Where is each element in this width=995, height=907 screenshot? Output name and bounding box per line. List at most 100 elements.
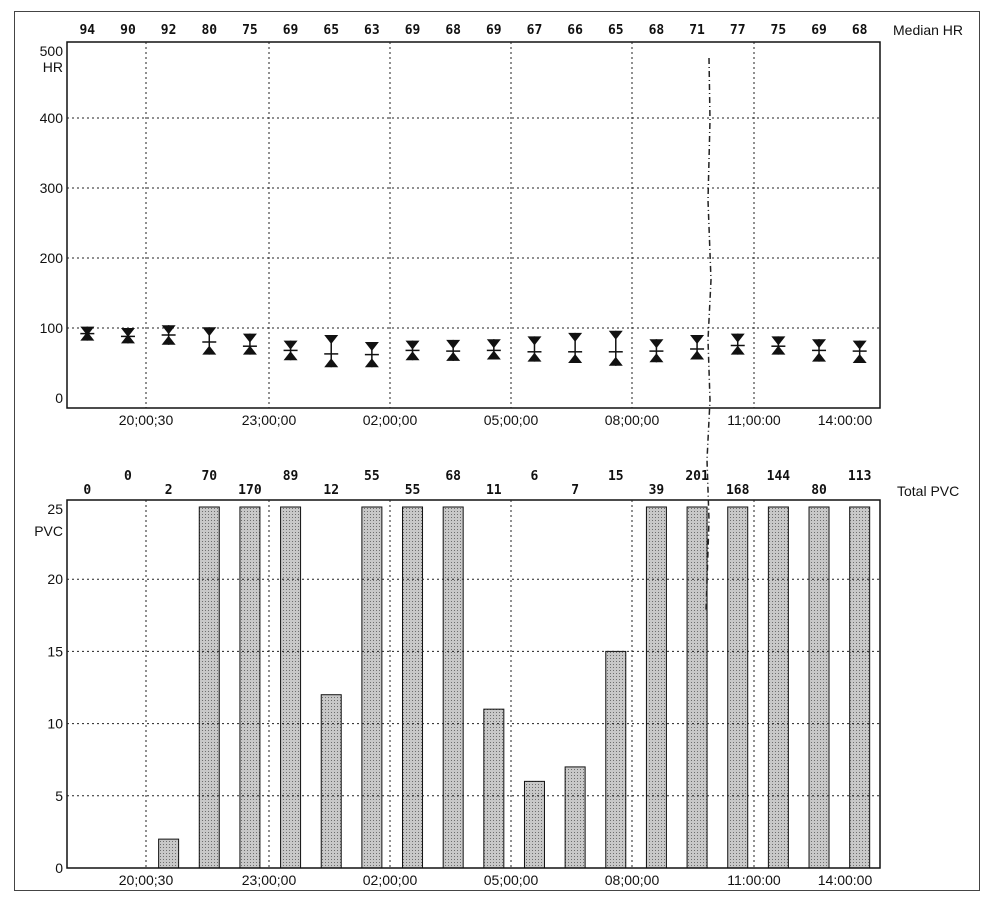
hr-top-value: 94 <box>79 23 95 38</box>
hr-high-marker <box>812 339 827 349</box>
pvc-ytick-label: 20 <box>47 571 63 587</box>
hr-top-value: 90 <box>120 23 136 38</box>
hr-low-marker <box>608 356 623 366</box>
hr-top-value: 75 <box>242 23 258 38</box>
hr-high-marker <box>852 340 867 350</box>
pvc-top-value: 55 <box>364 469 380 484</box>
pvc-xtick-label: 23;00;00 <box>242 872 297 888</box>
pvc-ytick-label: 10 <box>47 716 63 732</box>
hr-low-marker <box>202 345 217 355</box>
pvc-ytick-label: 5 <box>55 788 63 804</box>
pvc-xtick-label: 20;00;30 <box>119 872 174 888</box>
hr-high-marker <box>649 339 664 349</box>
hr-high-marker <box>202 327 217 337</box>
hr-ytick-label: 200 <box>40 250 64 266</box>
hr-xtick-label: 14:00:00 <box>818 412 873 428</box>
hr-top-value: 77 <box>730 23 746 38</box>
pvc-bar <box>849 506 871 869</box>
pvc-top-value: 68 <box>445 469 461 484</box>
hr-high-marker <box>161 325 176 335</box>
hr-top-value: 65 <box>608 23 624 38</box>
pvc-xtick-label: 14:00:00 <box>818 872 873 888</box>
hr-top-value: 71 <box>689 23 705 38</box>
hr-high-marker <box>324 335 339 344</box>
pvc-bar <box>361 506 383 869</box>
hr-high-marker <box>486 339 501 349</box>
hr-low-marker <box>364 358 379 368</box>
hr-high-marker <box>242 333 257 343</box>
hr-top-value: 68 <box>649 23 665 38</box>
pvc-bar <box>280 506 302 869</box>
pvc-top-value: 15 <box>608 469 624 484</box>
pvc-bar <box>808 506 830 869</box>
hr-low-marker <box>405 351 420 361</box>
hr-low-marker <box>730 345 745 355</box>
pvc-top-value: 2 <box>165 483 173 498</box>
hr-low-marker <box>242 345 257 355</box>
hr-top-value: 67 <box>527 23 543 38</box>
hr-top-value: 80 <box>201 23 217 38</box>
pvc-top-value: 11 <box>486 483 502 498</box>
hr-xtick-label: 23;00;00 <box>242 412 297 428</box>
hr-top-value: 69 <box>486 23 502 38</box>
hr-top-value: 65 <box>323 23 339 38</box>
hr-high-marker <box>730 333 745 343</box>
pvc-bar <box>198 506 220 869</box>
hr-xtick-label: 20;00;30 <box>119 412 174 428</box>
pvc-xtick-label: 08;00;00 <box>605 872 660 888</box>
pvc-top-value: 55 <box>405 483 421 498</box>
hr-low-marker <box>283 351 298 361</box>
hr-low-marker <box>120 334 135 344</box>
pvc-bar <box>564 766 586 869</box>
pvc-bar <box>483 708 505 869</box>
chart-frame <box>14 11 980 891</box>
pvc-bar <box>158 838 180 869</box>
hr-xtick-label: 02;00;00 <box>363 412 418 428</box>
pvc-bar <box>727 506 749 869</box>
hr-low-marker <box>812 352 827 362</box>
pvc-top-value: 170 <box>238 483 262 498</box>
pvc-plot-border <box>66 499 881 869</box>
hr-ytick-label: 0 <box>55 390 63 406</box>
hr-high-marker <box>283 340 298 350</box>
hr-ytick-label: 400 <box>40 110 64 126</box>
hr-low-marker <box>852 354 867 363</box>
hr-low-marker <box>161 335 176 345</box>
hr-low-marker <box>80 331 95 341</box>
pvc-top-value: 201 <box>685 469 709 484</box>
pvc-top-value: 89 <box>283 469 299 484</box>
hr-ytick-label: 500 <box>40 43 64 59</box>
hr-top-value: 69 <box>405 23 421 38</box>
hr-high-marker <box>568 332 583 342</box>
hr-top-title: Median HR <box>893 22 963 38</box>
hr-high-marker <box>690 335 705 344</box>
pvc-bar <box>523 780 545 869</box>
hr-top-value: 92 <box>161 23 177 38</box>
pvc-bar <box>645 506 667 869</box>
pvc-top-value: 0 <box>83 483 91 498</box>
hr-low-marker <box>446 351 461 361</box>
pvc-ytick-label: 0 <box>55 860 63 876</box>
hr-top-value: 68 <box>852 23 868 38</box>
hr-low-marker <box>568 354 583 363</box>
pvc-bar <box>320 694 342 869</box>
hr-xtick-label: 08;00;00 <box>605 412 660 428</box>
hr-low-marker <box>771 345 786 355</box>
pvc-bar <box>686 506 708 869</box>
hr-top-value: 75 <box>771 23 787 38</box>
hr-top-value: 69 <box>283 23 299 38</box>
hr-high-marker <box>80 326 95 336</box>
hr-high-marker <box>446 339 461 349</box>
pvc-xtick-label: 11:00:00 <box>727 872 781 888</box>
pvc-top-value: 70 <box>201 469 217 484</box>
pvc-top-value: 80 <box>811 483 827 498</box>
hr-high-marker <box>771 336 786 346</box>
hr-high-marker <box>405 340 420 350</box>
hr-xtick-label: 11;00:00 <box>727 412 781 428</box>
pvc-top-value: 0 <box>124 469 132 484</box>
hr-ylabel: HR <box>43 59 63 75</box>
pvc-top-value: 113 <box>848 469 871 484</box>
hr-low-marker <box>690 350 705 360</box>
hr-top-value: 68 <box>445 23 461 38</box>
